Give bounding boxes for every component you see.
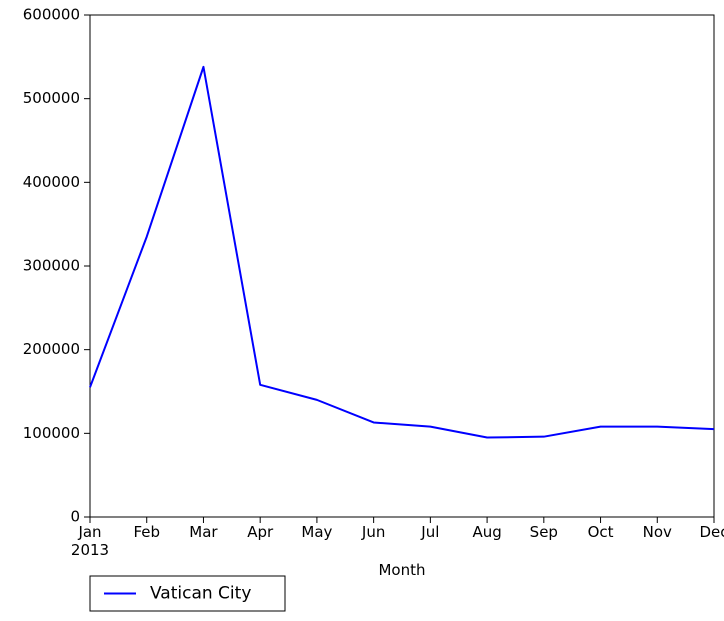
- y-tick-label: 200000: [23, 340, 80, 358]
- y-tick-label: 100000: [23, 424, 80, 442]
- x-tick-year: 2013: [71, 541, 109, 559]
- x-tick-label: Jul: [420, 523, 439, 541]
- x-tick-label: Sep: [530, 523, 558, 541]
- line-chart: 0100000200000300000400000500000600000Jan…: [0, 0, 724, 621]
- x-tick-label: Mar: [189, 523, 218, 541]
- x-tick-label: Nov: [643, 523, 672, 541]
- x-tick-label: Aug: [472, 523, 501, 541]
- legend-label: Vatican City: [150, 584, 251, 604]
- x-tick-label: Jun: [361, 523, 385, 541]
- x-tick-label: Apr: [247, 523, 274, 541]
- chart-container: 0100000200000300000400000500000600000Jan…: [0, 0, 724, 621]
- x-axis-label: Month: [378, 561, 425, 579]
- y-tick-label: 600000: [23, 6, 80, 24]
- x-tick-label: Jan: [77, 523, 101, 541]
- x-tick-label: Oct: [588, 523, 614, 541]
- x-tick-label: Dec: [699, 523, 724, 541]
- y-tick-label: 300000: [23, 257, 80, 275]
- x-tick-label: Feb: [133, 523, 160, 541]
- x-tick-label: May: [301, 523, 332, 541]
- y-tick-label: 500000: [23, 89, 80, 107]
- y-tick-label: 400000: [23, 173, 80, 191]
